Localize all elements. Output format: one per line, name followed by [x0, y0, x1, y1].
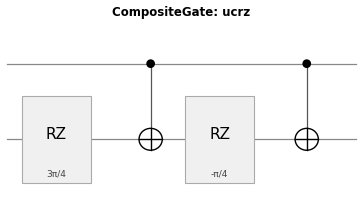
Bar: [185, 96, 254, 183]
Text: 3π/4: 3π/4: [46, 170, 66, 179]
Ellipse shape: [139, 128, 162, 150]
Ellipse shape: [295, 128, 318, 150]
Ellipse shape: [302, 59, 311, 68]
Text: RZ: RZ: [209, 127, 230, 142]
Bar: [22, 96, 91, 183]
Text: RZ: RZ: [46, 127, 67, 142]
Text: CompositeGate: ucrz: CompositeGate: ucrz: [113, 6, 250, 19]
Ellipse shape: [146, 59, 155, 68]
Text: -π/4: -π/4: [211, 170, 228, 179]
